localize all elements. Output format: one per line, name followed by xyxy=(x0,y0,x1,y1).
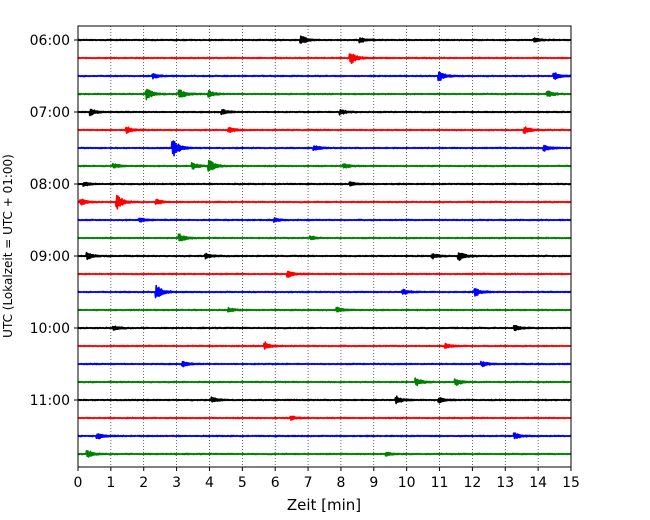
trace-0845 xyxy=(77,233,572,242)
x-tick-label: 1 xyxy=(106,475,115,491)
x-tick-label: 15 xyxy=(562,475,580,491)
y-axis-label: UTC (Lokalzeit = UTC + 01:00) xyxy=(1,154,15,338)
seismic-traces xyxy=(77,35,572,458)
trace-1145 xyxy=(77,449,572,458)
x-tick-label: 9 xyxy=(369,475,378,491)
trace-1045 xyxy=(77,377,572,387)
x-tick-label: 5 xyxy=(238,475,247,491)
y-tick-label: 10:00 xyxy=(30,321,70,337)
x-tick-label: 3 xyxy=(172,475,181,491)
trace-0630 xyxy=(77,71,572,82)
x-axis-ticks: 0 1 2 3 4 5 6 7 8 9 10 11 12 13 14 15 xyxy=(74,467,580,491)
trace-0615 xyxy=(77,53,572,65)
trace-0600 xyxy=(77,35,572,44)
trace-1000 xyxy=(77,324,572,332)
x-tick-label: 2 xyxy=(139,475,148,491)
x-tick-label: 8 xyxy=(336,475,345,491)
y-tick-label: 09:00 xyxy=(30,249,70,265)
trace-0715 xyxy=(77,126,572,135)
trace-0830 xyxy=(77,217,572,223)
x-tick-label: 12 xyxy=(463,475,481,491)
x-tick-label: 0 xyxy=(74,475,83,491)
y-tick-label: 07:00 xyxy=(30,105,70,121)
x-tick-label: 6 xyxy=(271,475,280,491)
trace-0645 xyxy=(77,88,572,101)
trace-1100 xyxy=(77,395,572,405)
y-tick-label: 08:00 xyxy=(30,177,70,193)
y-axis-ticks: 06:00 07:00 08:00 09:00 10:00 11:00 xyxy=(30,33,78,409)
trace-0900 xyxy=(77,251,572,262)
trace-0730 xyxy=(77,140,572,157)
plot-frame xyxy=(77,25,572,468)
trace-0815 xyxy=(77,194,572,210)
x-tick-label: 10 xyxy=(398,475,416,491)
x-axis-label: Zeit [min] xyxy=(287,496,361,514)
trace-0915 xyxy=(77,270,572,278)
x-tick-label: 4 xyxy=(205,475,214,491)
x-tick-label: 14 xyxy=(529,475,547,491)
trace-1130 xyxy=(77,432,572,440)
x-tick-label: 13 xyxy=(496,475,514,491)
trace-0930 xyxy=(77,284,572,299)
y-tick-label: 11:00 xyxy=(30,393,70,409)
trace-1030 xyxy=(77,360,572,368)
y-tick-label: 06:00 xyxy=(30,33,70,49)
trace-1115 xyxy=(77,415,572,421)
x-tick-label: 7 xyxy=(304,475,313,491)
x-tick-label: 11 xyxy=(431,475,449,491)
trace-0945 xyxy=(77,306,572,313)
trace-0745 xyxy=(77,159,572,172)
trace-0700 xyxy=(77,108,572,117)
trace-0800 xyxy=(77,181,572,187)
trace-1015 xyxy=(77,341,572,350)
